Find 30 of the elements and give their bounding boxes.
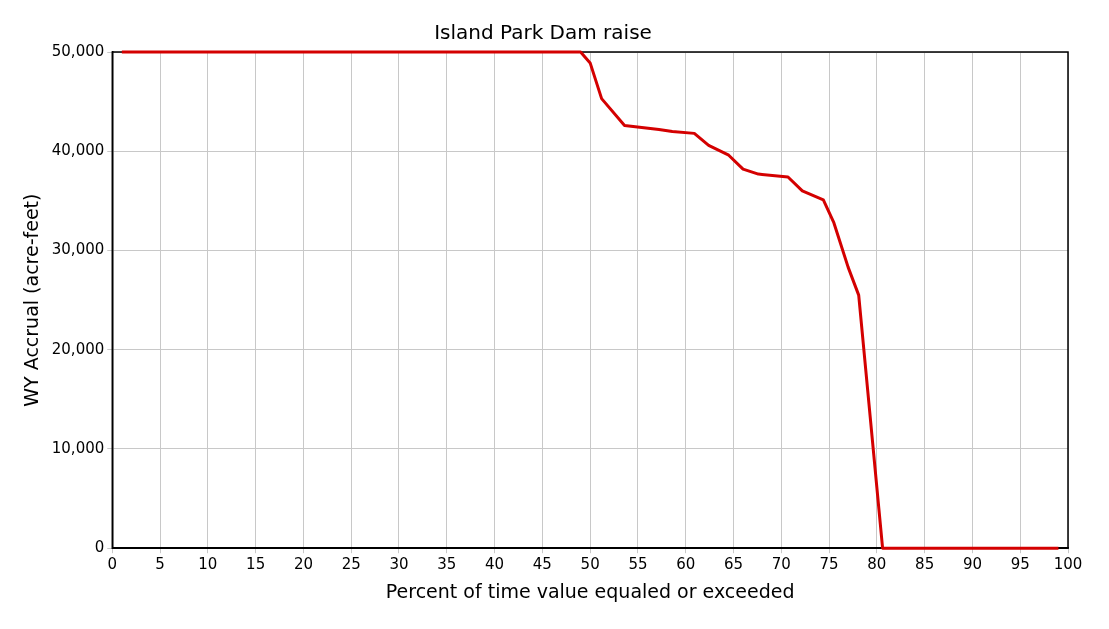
x-tick-label: 75: [819, 555, 839, 574]
x-tick-label: 45: [532, 555, 552, 574]
x-tick-label: 15: [246, 555, 266, 574]
x-tick-label: 65: [723, 555, 744, 574]
y-tick-label: 10,000: [51, 438, 105, 457]
x-tick-label: 0: [107, 555, 118, 574]
y-axis-title: WY Accrual (acre-feet): [20, 193, 43, 407]
x-tick-label: 70: [771, 555, 791, 574]
x-tick-label: 95: [1010, 555, 1030, 574]
x-tick-label: 10: [198, 555, 218, 574]
y-tick-label: 40,000: [51, 141, 105, 160]
x-tick-label: 35: [437, 555, 457, 574]
y-tick-label: 0: [94, 538, 105, 557]
x-tick-label: 50: [580, 555, 600, 574]
y-tick-label: 50,000: [51, 41, 105, 60]
x-tick-label: 55: [628, 555, 648, 574]
x-tick-label: 60: [676, 555, 696, 574]
y-tick-label: 30,000: [51, 240, 105, 259]
chart-title: Island Park Dam raise: [434, 20, 652, 45]
x-axis-title: Percent of time value equaled or exceeded: [385, 579, 795, 602]
x-tick-label: 5: [155, 555, 165, 574]
x-tick-label: 90: [962, 555, 982, 574]
y-tick-label: 20,000: [51, 339, 105, 358]
x-tick-label: 30: [389, 555, 409, 574]
x-tick-label: 100: [1053, 555, 1083, 574]
x-tick-label: 80: [867, 555, 887, 574]
x-tick-label: 85: [915, 555, 935, 574]
x-tick-label: 40: [485, 555, 505, 574]
x-tick-label: 25: [341, 555, 361, 574]
x-tick-label: 20: [293, 555, 313, 574]
